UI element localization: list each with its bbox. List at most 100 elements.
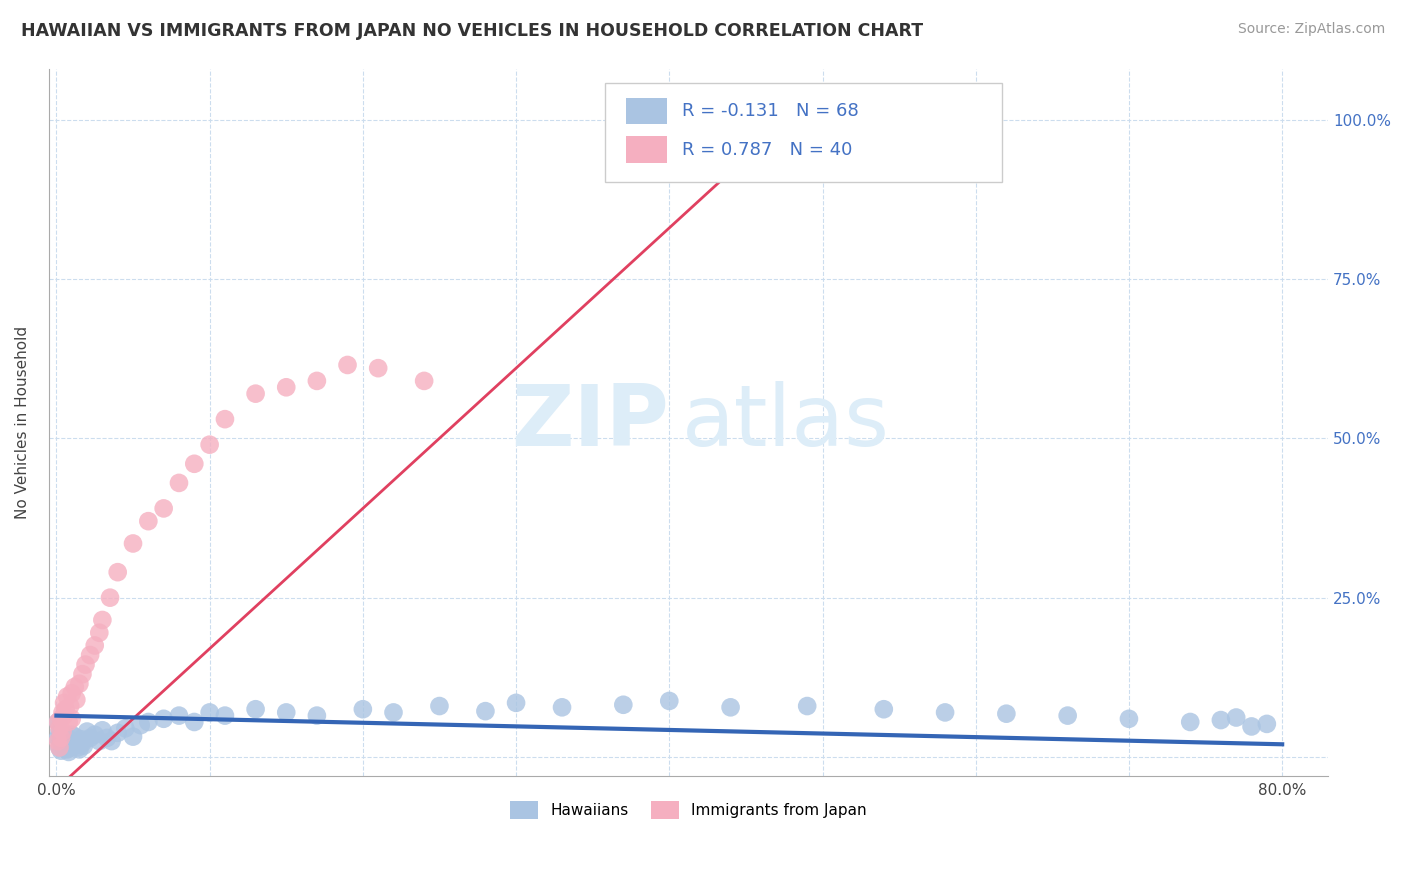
Point: [53, 732, 76, 747]
Point: [167, 708, 190, 723]
Point: [305, 374, 328, 388]
Point: [48, 740, 70, 755]
Point: [107, 565, 129, 579]
Legend: Hawaiians, Immigrants from Japan: Hawaiians, Immigrants from Japan: [505, 796, 873, 825]
Text: atlas: atlas: [682, 381, 890, 464]
Point: [79, 731, 101, 745]
Point: [51, 737, 73, 751]
Text: R = 0.787   N = 40: R = 0.787 N = 40: [682, 141, 852, 159]
Point: [429, 699, 451, 714]
Point: [183, 457, 205, 471]
Point: [1180, 714, 1202, 729]
Point: [65, 737, 87, 751]
Point: [138, 514, 160, 528]
Point: [382, 706, 405, 720]
Point: [58, 745, 80, 759]
Point: [122, 730, 145, 744]
Point: [114, 722, 136, 736]
Point: [100, 734, 122, 748]
Point: [1209, 713, 1232, 727]
Point: [55, 702, 77, 716]
Point: [73, 739, 96, 753]
Point: [72, 667, 94, 681]
Point: [51, 724, 73, 739]
Point: [214, 708, 236, 723]
Point: [51, 706, 73, 720]
Point: [59, 740, 82, 755]
Point: [245, 702, 267, 716]
Point: [49, 712, 72, 726]
Point: [198, 437, 221, 451]
Point: [58, 714, 80, 729]
Text: ZIP: ZIP: [512, 381, 669, 464]
Point: [98, 591, 121, 605]
Point: [48, 740, 70, 755]
Point: [1056, 708, 1078, 723]
Point: [183, 714, 205, 729]
Point: [138, 714, 160, 729]
Bar: [626, 97, 666, 124]
Point: [60, 728, 83, 742]
Point: [551, 700, 574, 714]
Point: [352, 702, 374, 716]
Point: [214, 412, 236, 426]
Point: [53, 740, 76, 755]
Point: [66, 740, 89, 755]
Point: [276, 706, 298, 720]
Point: [167, 475, 190, 490]
Point: [96, 731, 118, 745]
Point: [83, 728, 105, 742]
Point: [48, 724, 70, 739]
Bar: [626, 136, 666, 163]
Point: [873, 702, 896, 716]
Point: [76, 724, 98, 739]
Point: [1240, 719, 1263, 733]
Point: [59, 699, 82, 714]
Point: [49, 734, 72, 748]
Y-axis label: No Vehicles in Household: No Vehicles in Household: [15, 326, 30, 519]
Point: [48, 722, 70, 736]
Point: [70, 732, 93, 747]
Point: [474, 704, 496, 718]
Point: [934, 706, 956, 720]
Text: R = -0.131   N = 68: R = -0.131 N = 68: [682, 102, 859, 120]
FancyBboxPatch shape: [606, 83, 1002, 182]
Point: [60, 739, 83, 753]
Point: [245, 386, 267, 401]
Point: [79, 648, 101, 662]
Point: [276, 380, 298, 394]
Point: [198, 706, 221, 720]
Point: [65, 692, 87, 706]
Point: [55, 739, 77, 753]
Point: [58, 734, 80, 748]
Point: [505, 696, 527, 710]
Point: [129, 718, 152, 732]
Point: [49, 731, 72, 745]
Point: [62, 734, 84, 748]
Point: [1118, 712, 1140, 726]
Point: [60, 686, 83, 700]
Point: [720, 700, 742, 714]
Point: [83, 639, 105, 653]
Point: [1225, 710, 1247, 724]
Point: [51, 728, 73, 742]
Point: [53, 696, 76, 710]
Point: [56, 742, 79, 756]
Text: Source: ZipAtlas.com: Source: ZipAtlas.com: [1237, 22, 1385, 37]
Point: [63, 680, 86, 694]
Point: [72, 736, 94, 750]
Point: [46, 731, 69, 745]
Point: [336, 358, 359, 372]
Text: HAWAIIAN VS IMMIGRANTS FROM JAPAN NO VEHICLES IN HOUSEHOLD CORRELATION CHART: HAWAIIAN VS IMMIGRANTS FROM JAPAN NO VEH…: [21, 22, 924, 40]
Point: [67, 677, 90, 691]
Point: [67, 742, 90, 756]
Point: [75, 657, 97, 672]
Point: [89, 625, 111, 640]
Point: [89, 734, 111, 748]
Point: [59, 737, 82, 751]
Point: [56, 690, 79, 704]
Point: [46, 714, 69, 729]
Point: [122, 536, 145, 550]
Point: [658, 694, 681, 708]
Point: [152, 501, 174, 516]
